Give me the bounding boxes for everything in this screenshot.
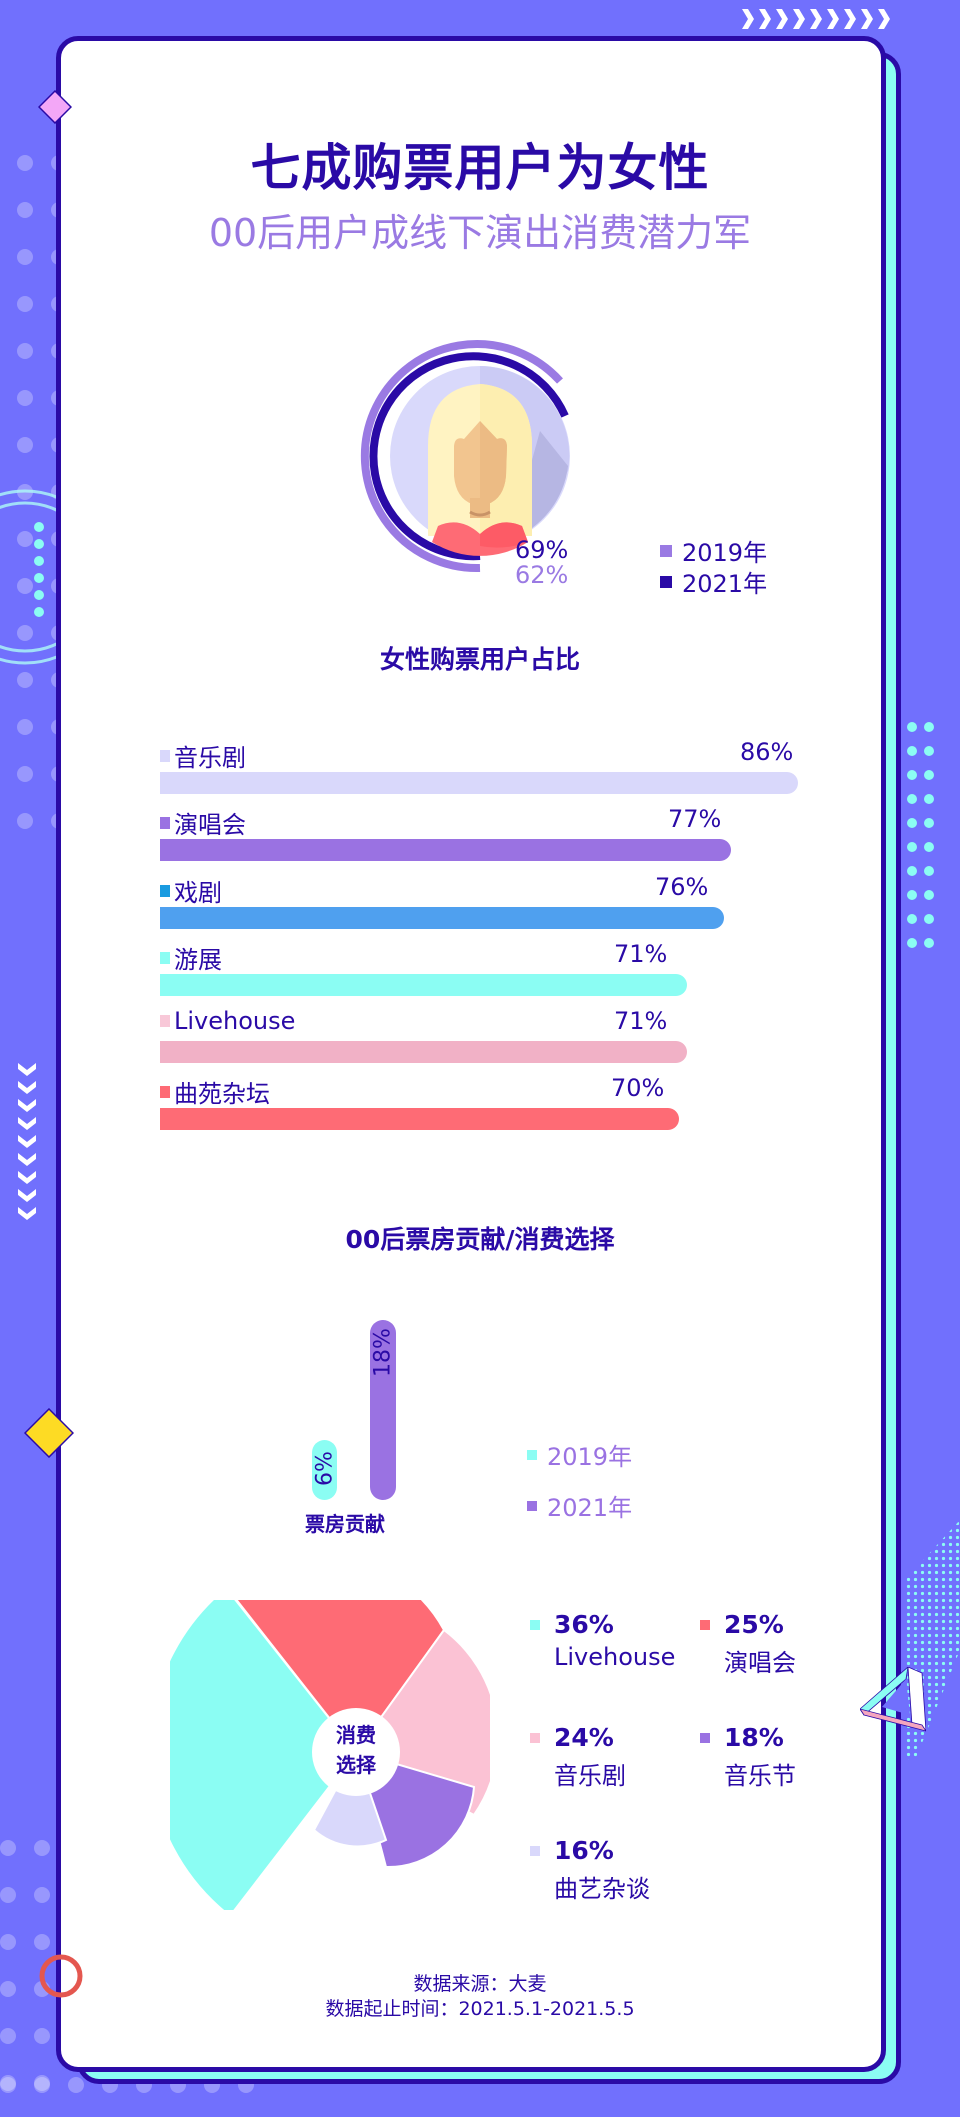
female-section-title: 女性购票用户占比 bbox=[379, 645, 580, 674]
box-office-bar-2019 bbox=[312, 1440, 337, 1500]
data-period: 数据起止时间：2021.5.1-2021.5.5 bbox=[325, 1998, 635, 2020]
gen00-legend-2019: 2019年 bbox=[527, 1437, 632, 1472]
bar-quyi bbox=[160, 1108, 679, 1130]
legend-swatch-icon bbox=[660, 544, 672, 557]
bar-drama bbox=[160, 907, 724, 929]
page-title: 七成购票用户为女性 bbox=[250, 139, 710, 197]
yellow-diamond-decoration bbox=[23, 1407, 75, 1462]
pie-legend-musical: 24% 音乐剧 bbox=[530, 1723, 626, 1791]
swatch-icon bbox=[160, 749, 170, 762]
box-office-value-2019: 6% bbox=[312, 1451, 338, 1486]
left-dot-pattern-bottom bbox=[0, 1840, 50, 2091]
legend-swatch-icon bbox=[660, 575, 672, 588]
legend-2021: 2021年 bbox=[660, 564, 767, 599]
swatch-icon bbox=[160, 1085, 170, 1098]
chevron-right-row-decoration bbox=[740, 6, 900, 32]
rose-center-label: 消费 选择 bbox=[336, 1723, 376, 1777]
swatch-icon bbox=[160, 884, 170, 897]
page-subtitle: 00后用户成线下演出消费潜力军 bbox=[208, 211, 752, 255]
box-office-value-2021: 18% bbox=[370, 1328, 396, 1377]
box-office-label: 票房贡献 bbox=[305, 1512, 385, 1536]
legend-swatch-icon bbox=[700, 1619, 710, 1630]
footer-source: 数据来源：大麦 数据起止时间：2021.5.1-2021.5.5 bbox=[0, 1972, 960, 2022]
cyan-dot-column-left bbox=[34, 522, 44, 617]
gen00-section-title: 00后票房贡献/消费选择 bbox=[345, 1225, 615, 1254]
legend-swatch-icon bbox=[527, 1500, 537, 1511]
legend-swatch-icon bbox=[530, 1732, 540, 1743]
pie-legend-livehouse: 36% Livehouse bbox=[530, 1610, 675, 1671]
swatch-icon bbox=[160, 951, 170, 964]
bar-concert bbox=[160, 839, 731, 861]
legend-swatch-icon bbox=[527, 1449, 537, 1460]
box-office-bar-2021 bbox=[370, 1320, 396, 1500]
legend-swatch-icon bbox=[530, 1619, 540, 1630]
category-bar-chart: 音乐剧 86% 演唱会 77% 戏剧 76% 游展 71% Livehouse … bbox=[160, 738, 800, 1138]
female-pct-2021: 69% bbox=[515, 536, 569, 564]
female-ring-chart bbox=[360, 336, 580, 576]
data-source: 数据来源：大麦 bbox=[413, 1973, 547, 1995]
pie-legend-quyi: 16% 曲艺杂谈 bbox=[530, 1836, 650, 1904]
red-ring-decoration bbox=[38, 1953, 84, 2003]
bar-musical bbox=[160, 772, 798, 794]
pink-diamond-decoration bbox=[37, 89, 73, 128]
legend-swatch-icon bbox=[700, 1732, 710, 1743]
pie-legend-music-festival: 18% 音乐节 bbox=[700, 1723, 796, 1791]
female-pct-2019: 62% bbox=[515, 561, 569, 589]
legend-2019: 2019年 bbox=[660, 533, 767, 568]
legend-swatch-icon bbox=[530, 1845, 540, 1856]
pie-legend-concert: 25% 演唱会 bbox=[700, 1610, 796, 1678]
consumption-rose-chart bbox=[148, 1554, 500, 1918]
gen00-legend-2021: 2021年 bbox=[527, 1488, 632, 1523]
impossible-triangle-decoration bbox=[859, 1665, 927, 1741]
chevron-down-column-decoration bbox=[17, 1062, 37, 1226]
bar-exhibition bbox=[160, 974, 687, 996]
cyan-dot-grid-right bbox=[907, 722, 934, 948]
bar-livehouse bbox=[160, 1041, 687, 1063]
swatch-icon bbox=[160, 816, 170, 829]
swatch-icon bbox=[160, 1015, 170, 1027]
